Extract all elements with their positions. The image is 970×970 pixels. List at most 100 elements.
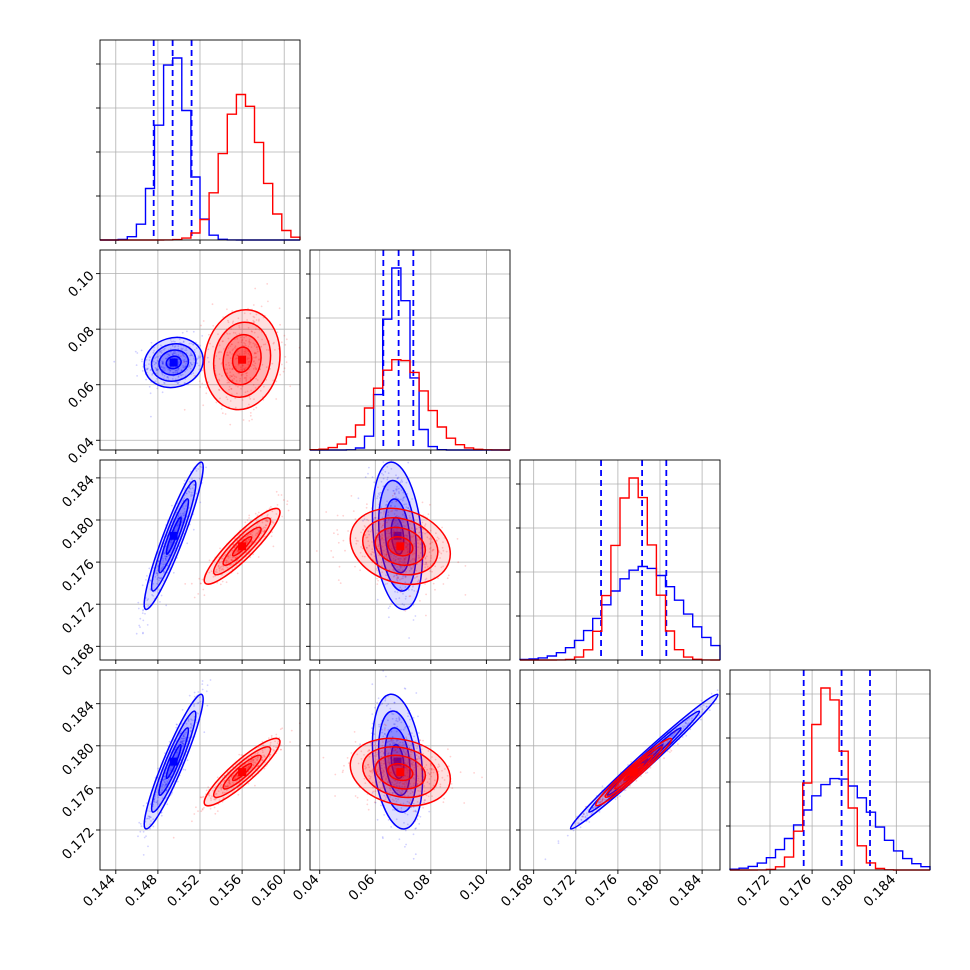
sample-point bbox=[180, 502, 183, 504]
sample-point bbox=[159, 577, 161, 580]
sample-point bbox=[146, 367, 148, 370]
sample-point bbox=[199, 386, 202, 388]
sample-point bbox=[402, 496, 405, 499]
sample-point bbox=[191, 354, 194, 357]
sample-point bbox=[167, 368, 170, 371]
sample-point bbox=[165, 555, 168, 558]
sample-point bbox=[566, 834, 569, 837]
sample-point bbox=[200, 810, 203, 813]
sample-point bbox=[159, 350, 162, 353]
sample-point bbox=[392, 557, 395, 560]
sample-point bbox=[162, 377, 165, 380]
sample-point bbox=[398, 562, 400, 565]
sample-point bbox=[182, 353, 184, 356]
sample-point bbox=[379, 535, 382, 538]
sample-point bbox=[371, 713, 374, 715]
density-peak bbox=[169, 531, 178, 540]
sample-point bbox=[160, 811, 163, 814]
sample-point bbox=[180, 355, 183, 357]
sample-point bbox=[386, 466, 389, 468]
sample-point bbox=[284, 344, 287, 346]
sample-point bbox=[401, 519, 404, 522]
sample-point bbox=[400, 498, 402, 501]
sample-point bbox=[447, 574, 450, 577]
sample-point bbox=[162, 778, 165, 781]
sample-point bbox=[404, 586, 407, 588]
sample-point bbox=[154, 357, 156, 359]
sample-point bbox=[674, 730, 677, 733]
sample-point bbox=[183, 507, 186, 510]
sample-point bbox=[190, 342, 193, 345]
sample-point bbox=[403, 558, 406, 560]
sample-point bbox=[394, 723, 396, 726]
sample-point bbox=[396, 591, 399, 594]
samples-0-3-0 bbox=[137, 679, 212, 856]
sample-point bbox=[398, 568, 401, 571]
sample-point bbox=[385, 555, 388, 558]
sample-point bbox=[168, 369, 171, 372]
sample-point bbox=[594, 806, 596, 808]
sample-point bbox=[181, 740, 184, 742]
sample-point bbox=[184, 370, 186, 373]
sample-point bbox=[170, 543, 173, 546]
sample-point bbox=[152, 582, 155, 585]
sample-point bbox=[142, 854, 145, 856]
sample-point bbox=[151, 594, 154, 596]
sample-point bbox=[146, 599, 149, 602]
sample-point bbox=[162, 363, 164, 366]
sample-point bbox=[381, 516, 384, 519]
sample-point bbox=[190, 723, 192, 726]
sample-point bbox=[199, 344, 202, 347]
sample-point bbox=[186, 330, 188, 333]
sample-point bbox=[182, 735, 185, 737]
sample-point bbox=[188, 736, 190, 739]
sample-point bbox=[450, 783, 453, 785]
sample-point bbox=[179, 351, 182, 354]
sample-point bbox=[191, 478, 193, 480]
sample-point bbox=[167, 353, 169, 356]
sample-point bbox=[254, 287, 257, 290]
sample-point bbox=[386, 476, 389, 479]
sample-point bbox=[412, 857, 415, 860]
sample-point bbox=[391, 494, 394, 497]
sample-point bbox=[342, 514, 345, 517]
sample-point bbox=[275, 490, 278, 493]
sample-point bbox=[168, 359, 171, 362]
sample-point bbox=[221, 412, 224, 415]
sample-point bbox=[189, 362, 192, 365]
sample-point bbox=[398, 560, 401, 563]
sample-point bbox=[181, 347, 184, 350]
sample-point bbox=[651, 745, 654, 748]
sample-point bbox=[180, 347, 183, 350]
sample-point bbox=[183, 382, 186, 385]
sample-point bbox=[145, 835, 147, 837]
sample-point bbox=[421, 501, 424, 504]
sample-point bbox=[165, 555, 168, 558]
sample-point bbox=[387, 819, 390, 821]
sample-point bbox=[402, 498, 404, 500]
sample-point bbox=[383, 794, 386, 797]
sample-point bbox=[141, 612, 144, 614]
sample-point bbox=[236, 572, 239, 575]
sample-point bbox=[176, 524, 179, 527]
sample-point bbox=[377, 545, 380, 548]
sample-point bbox=[159, 351, 161, 353]
histogram-step bbox=[519, 565, 721, 661]
sample-point bbox=[412, 619, 415, 621]
sample-point bbox=[356, 796, 359, 799]
sample-point bbox=[414, 577, 416, 579]
sample-point bbox=[162, 563, 165, 566]
sample-point bbox=[428, 810, 431, 813]
sample-point bbox=[394, 492, 396, 495]
sample-point bbox=[579, 826, 582, 829]
sample-point bbox=[201, 369, 204, 372]
sample-point bbox=[140, 825, 143, 828]
sample-point bbox=[145, 358, 148, 361]
sample-point bbox=[197, 810, 199, 812]
sample-point bbox=[238, 753, 241, 756]
sample-point bbox=[185, 360, 188, 363]
sample-point bbox=[193, 375, 196, 377]
sample-point bbox=[146, 624, 149, 626]
sample-point bbox=[700, 718, 702, 721]
sample-point bbox=[334, 795, 336, 797]
